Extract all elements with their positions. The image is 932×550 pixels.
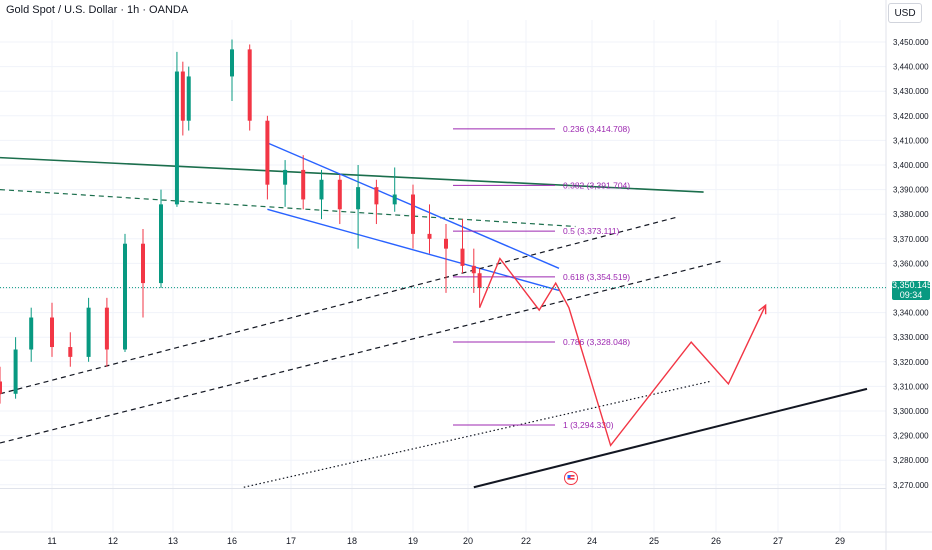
y-tick-label: 3,440.000 <box>893 63 929 72</box>
candle-body <box>477 273 482 288</box>
candle-body <box>230 49 234 77</box>
y-tick-label: 3,450.000 <box>893 38 929 47</box>
last-price-tag: 3,350.145 09:34 <box>892 280 932 300</box>
trendline-black-dashed <box>0 260 723 444</box>
y-tick-label: 3,340.000 <box>893 309 929 318</box>
candle-body <box>68 347 73 357</box>
us-flag-stripe <box>567 478 575 480</box>
candle-body <box>411 194 415 234</box>
x-tick-label: 24 <box>587 536 597 546</box>
candle-body <box>174 71 179 205</box>
us-flag-stripe <box>567 475 575 477</box>
candle-body <box>29 317 34 350</box>
y-tick-label: 3,400.000 <box>893 161 929 170</box>
candle-body <box>13 349 18 394</box>
y-tick-label: 3,330.000 <box>893 333 929 342</box>
countdown-timer: 09:34 <box>899 289 923 300</box>
x-tick-label: 12 <box>108 536 118 546</box>
x-tick-label: 19 <box>408 536 418 546</box>
trendline-green-solid <box>0 156 704 193</box>
candle-body <box>265 120 270 185</box>
candle-body <box>50 317 54 348</box>
x-tick-label: 11 <box>47 536 56 546</box>
y-tick-label: 3,380.000 <box>893 210 929 219</box>
candle-body <box>356 187 361 210</box>
currency-button[interactable]: USD <box>888 3 922 23</box>
candle-body <box>283 169 288 185</box>
x-tick-label: 17 <box>286 536 296 546</box>
candle-body <box>301 169 306 200</box>
y-tick-label: 3,370.000 <box>893 235 929 244</box>
candle-layer <box>0 39 482 404</box>
last-price-value: 3,350.145 <box>892 280 932 290</box>
projection-path <box>478 257 767 447</box>
y-tick-label: 3,320.000 <box>893 358 929 367</box>
y-tick-label: 3,360.000 <box>893 259 929 268</box>
candle-body <box>427 233 432 239</box>
fib-level-label: 0.382 (3,391.704) <box>563 180 630 190</box>
x-tick-label: 25 <box>649 536 659 546</box>
us-flag-canton <box>567 475 571 478</box>
fib-level-label: 0.786 (3,328.048) <box>563 337 630 347</box>
projection-layer <box>478 257 767 447</box>
fib-level-label: 0.618 (3,354.519) <box>563 272 630 282</box>
x-tick-label: 20 <box>463 536 473 546</box>
plot-background <box>0 0 886 532</box>
y-tick-label: 3,280.000 <box>893 456 929 465</box>
candle-body <box>444 238 448 249</box>
candle-body <box>123 243 127 350</box>
projection-arrowhead <box>758 303 767 315</box>
candle-body <box>374 187 379 205</box>
trendline-green-dashed <box>0 189 576 228</box>
x-tick-label: 18 <box>347 536 357 546</box>
candle-body <box>471 265 476 274</box>
y-tick-label: 3,270.000 <box>893 481 929 490</box>
candle-body <box>186 76 191 121</box>
x-tick-label: 26 <box>711 536 721 546</box>
y-tick-label: 3,290.000 <box>893 432 929 441</box>
candle-body <box>460 248 465 266</box>
fib-level-label: 0.236 (3,414.708) <box>563 124 630 134</box>
candle-body <box>247 49 252 121</box>
fib-level-label: 0.5 (3,373.111) <box>563 226 620 236</box>
x-tick-label: 13 <box>168 536 178 546</box>
y-tick-label: 3,430.000 <box>893 87 929 96</box>
candle-body <box>104 307 109 350</box>
candle-body <box>180 71 185 121</box>
trendline-black-solid <box>473 387 868 489</box>
y-tick-label: 3,310.000 <box>893 382 929 391</box>
y-tick-label: 3,300.000 <box>893 407 929 416</box>
candle-body <box>159 204 163 284</box>
y-tick-label: 3,410.000 <box>893 136 929 145</box>
x-tick-label: 16 <box>227 536 237 546</box>
y-tick-label: 3,390.000 <box>893 186 929 195</box>
candle-body <box>319 179 324 200</box>
fib-level-label: 1 (3,294.330) <box>563 420 614 430</box>
y-tick-label: 3,420.000 <box>893 112 929 121</box>
fib-layer: 0.236 (3,414.708) 0.382 (3,391.704) 0.5 (3… <box>453 124 630 430</box>
x-tick-label: 27 <box>773 536 783 546</box>
x-tick-label: 22 <box>521 536 531 546</box>
candle-body <box>86 307 91 357</box>
grid-layer <box>0 0 886 532</box>
x-tick-label: 29 <box>835 536 845 546</box>
candle-body <box>392 194 397 205</box>
candle-body <box>0 381 2 394</box>
chart-title: Gold Spot / U.S. Dollar · 1h · OANDA <box>6 4 189 16</box>
candle-body <box>337 179 342 210</box>
candle-body <box>141 243 145 284</box>
